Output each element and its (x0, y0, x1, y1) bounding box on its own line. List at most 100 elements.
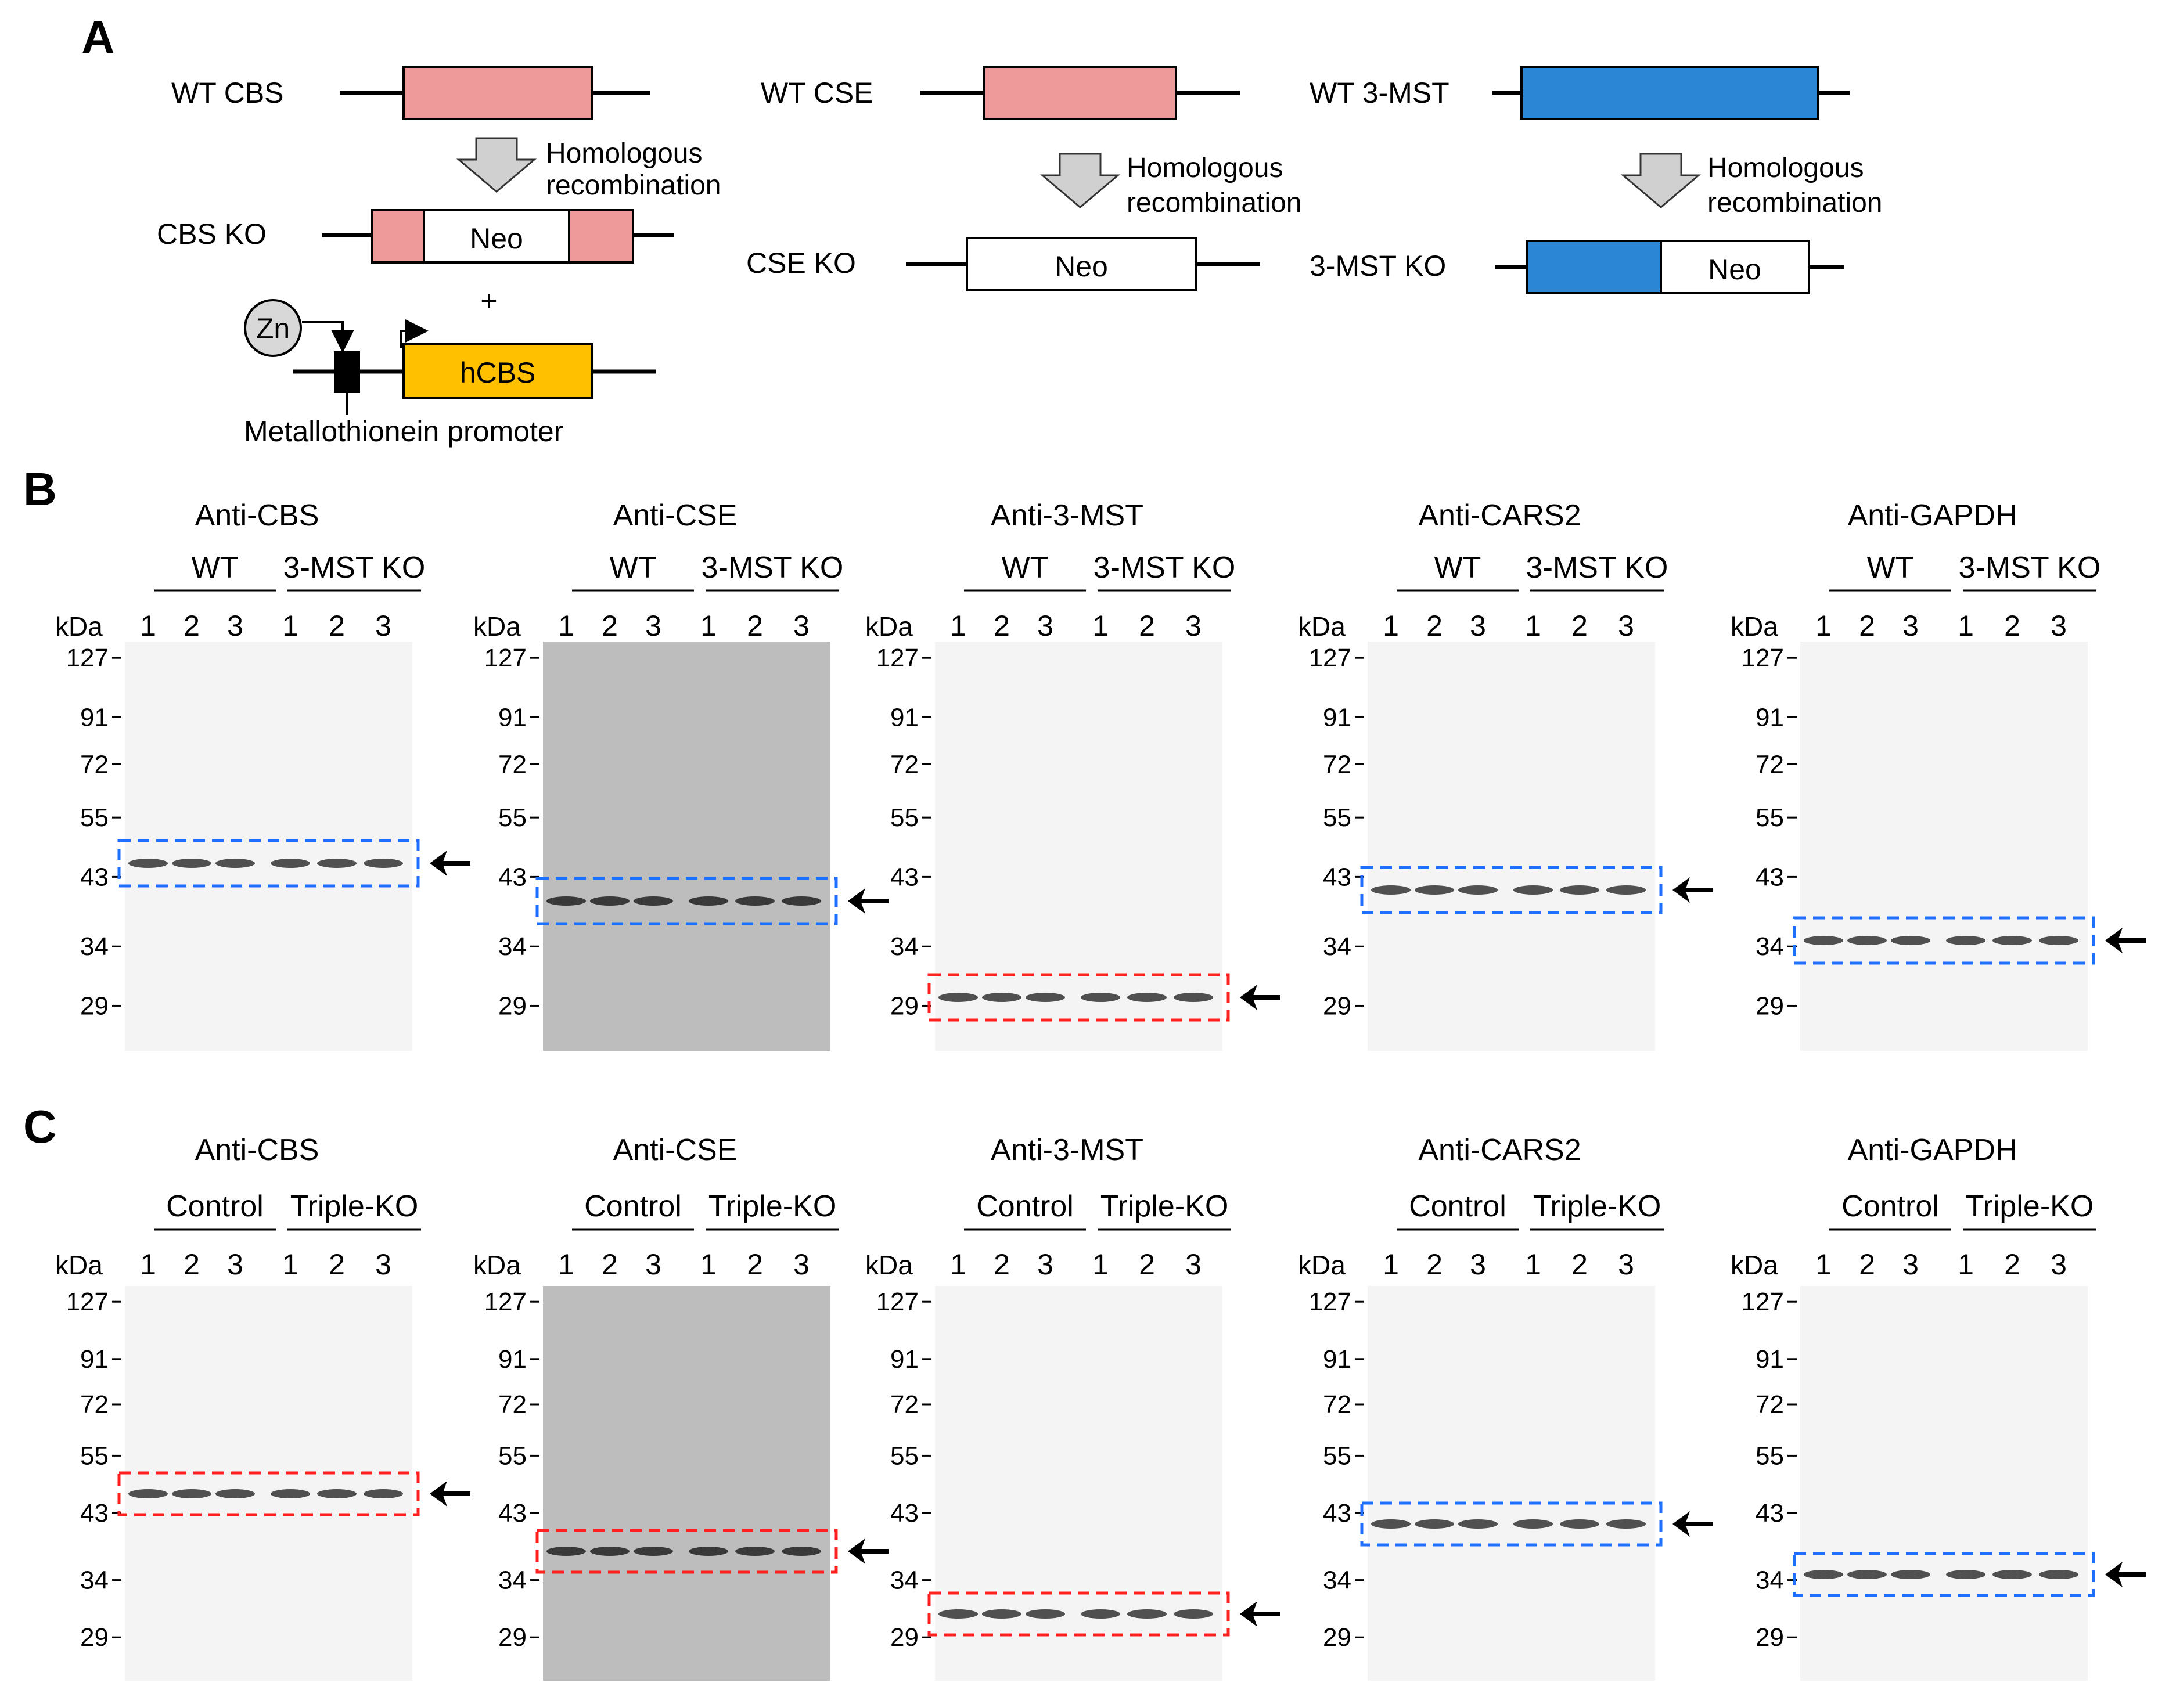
panel-b-blot-1-band (271, 859, 310, 868)
panel-c-blot-4-marker-label: 72 (1323, 1390, 1351, 1419)
panel-b-blot-5-band (2039, 936, 2078, 945)
panel-c-blot-5-lane-number: 3 (1902, 1248, 1919, 1281)
panel-c-blot-2-marker-label: 34 (498, 1566, 527, 1595)
panel-c-blot-3-band (1026, 1609, 1065, 1619)
panel-b-label: B (23, 463, 57, 515)
panel-b-blot-2-band (634, 896, 673, 906)
wt-cbs-exon (402, 66, 593, 120)
panel-c-blot-5-band (1891, 1570, 1930, 1579)
panel-b-blot-4-band-arrow-head (1672, 877, 1690, 903)
panel-c-blot-1-marker-label: 29 (80, 1623, 109, 1652)
panel-b-blot-5-band (1992, 936, 2032, 945)
panel-c-blot-5-band (2039, 1570, 2078, 1579)
panel-b-blot-1-marker-label: 43 (80, 863, 109, 891)
panel-b-blot-5-lane-number: 1 (1958, 610, 1974, 642)
panel-c-blot-5-lane-number: 2 (2004, 1248, 2020, 1281)
panel-c-blot-4-marker-label: 127 (1309, 1288, 1351, 1316)
panel-b-blot-4-lane-number: 1 (1383, 610, 1399, 642)
zn-circle (244, 299, 302, 357)
panel-b-blot-1-band (172, 859, 211, 868)
panel-c-blot-3-group-1: Control (976, 1190, 1074, 1223)
panel-b-blot-4-lane-number: 3 (1618, 610, 1634, 642)
panel-c-blot-3-band (1174, 1609, 1213, 1619)
panel-b-blot-5-kda-label: kDa (1731, 611, 1778, 642)
panel-c-blot-5-group-2: Triple-KO (1966, 1190, 2094, 1223)
panel-b-blot-5-band (1946, 936, 1985, 945)
wt-cbs-label: WT CBS (171, 77, 284, 109)
wt-3mst-exon (1520, 66, 1819, 120)
panel-c-blot-2-band (590, 1547, 630, 1556)
hcbs-text: hCBS (460, 356, 536, 389)
panel-c-blot-1-lane-number: 2 (184, 1248, 200, 1281)
panel-b-blot-2-lane-number: 2 (602, 610, 618, 642)
panel-b-blot-2-marker-label: 34 (498, 932, 527, 961)
panel-c-blot-2-band-arrow-head (848, 1538, 865, 1564)
cbs-ko-exon-left (371, 209, 425, 264)
panel-b-blot-2-band (735, 896, 775, 906)
panel-c-blot-4-marker-label: 29 (1323, 1623, 1351, 1652)
panel-b-blot-3-lane-number: 1 (1092, 610, 1109, 642)
panel-c-blot-5-kda-label: kDa (1731, 1250, 1778, 1280)
panel-c-blot-2-dashed-box (535, 1529, 838, 1574)
panel-c-blot-5-band (1946, 1570, 1985, 1579)
panel-b-blot-4-lane-number: 2 (1426, 610, 1443, 642)
panel-c-blot-5-marker-label: 34 (1756, 1566, 1784, 1595)
homologous-label-2: Homologous (1127, 153, 1283, 183)
panel-b-blot-4-marker-label: 34 (1323, 932, 1351, 961)
panel-c-blot-3-band (1127, 1609, 1167, 1619)
panel-b-blot-2-band (590, 896, 630, 906)
panel-c-blot-4-band (1371, 1519, 1411, 1529)
panel-c-blot-4-membrane (1368, 1286, 1655, 1681)
panel-b-blot-2-lane-number: 3 (645, 610, 661, 642)
panel-c-blot-1-lane-number: 1 (282, 1248, 298, 1281)
panel-c-blot-1-group-2: Triple-KO (290, 1190, 419, 1223)
panel-c-blot-3-group-2: Triple-KO (1100, 1190, 1229, 1223)
panel-b-blot-4-marker-label: 55 (1323, 803, 1351, 832)
panel-b-blot-3-lane-number: 3 (1185, 610, 1202, 642)
panel-c-blot-5-marker-label: 127 (1742, 1288, 1784, 1316)
recombination-label-3: recombination (1707, 188, 1883, 218)
panel-c-blot-2-band (546, 1547, 586, 1556)
panel-c-blot-2-lane-number: 2 (747, 1248, 763, 1281)
panel-b-blot-3-lane-number: 1 (950, 610, 966, 642)
panel-c-blot-5-band (1847, 1570, 1887, 1579)
panel-b-blot-3-band (1174, 993, 1213, 1002)
panel-b-blot-3-title: Anti-3-MST (991, 499, 1143, 532)
panel-c-blot-5-marker-label: 43 (1756, 1499, 1784, 1527)
panel-c-blot-1-kda-label: kDa (55, 1250, 103, 1280)
panel-c-blot-4-band-arrow-head (1672, 1511, 1690, 1537)
panel-c-blot-1-membrane (125, 1286, 412, 1681)
panel-c-blot-3-lane-number: 1 (950, 1248, 966, 1281)
panel-c-blot-2-marker-label: 43 (498, 1499, 527, 1527)
panel-c-blot-4-band (1458, 1519, 1498, 1529)
panel-b-blot-1-band (215, 859, 255, 868)
panel-c-blot-1-band (317, 1489, 357, 1498)
panel-b-blot-5-dashed-box (1793, 916, 2095, 965)
panel-b-blot-4-marker-label: 43 (1323, 863, 1351, 891)
panel-c-blot-5-title: Anti-GAPDH (1848, 1133, 2017, 1167)
panel-c-blot-3-marker-label: 55 (890, 1442, 919, 1470)
panel-b-blot-3-marker-label: 43 (890, 863, 919, 891)
panel-c-blot-2-kda-label: kDa (473, 1250, 521, 1280)
panel-c-blot-5-lane-number: 3 (2051, 1248, 2067, 1281)
panel-b-blot-2-band (689, 896, 728, 906)
panel-c-blot-5-marker-label: 72 (1756, 1390, 1784, 1419)
panel-a: A WT CBS Homologous recombination CBS KO… (81, 12, 1883, 448)
wt-cse-label: WT CSE (761, 77, 873, 109)
3mst-ko-neo-text: Neo (1708, 253, 1761, 286)
panel-b-blot-4-band (1415, 885, 1454, 895)
panel-b-blot-1-membrane (125, 642, 412, 1051)
panel-c-blot-4-lane-number: 1 (1525, 1248, 1541, 1281)
3mst-ko-label: 3-MST KO (1310, 250, 1446, 282)
panel-b-blot-2-group-2: 3-MST KO (702, 551, 844, 585)
panel-b-blot-1-marker-label: 34 (80, 932, 109, 961)
panel-c-blot-3-marker-label: 34 (890, 1566, 919, 1595)
panel-c-blot-1-marker-label: 72 (80, 1390, 109, 1419)
panel-b-blot-5-marker-label: 91 (1756, 703, 1784, 732)
panel-b-blot-3-band (1081, 993, 1120, 1002)
panel-b-blot-2-group-1: WT (610, 551, 657, 585)
panel-c-blot-4-group-2: Triple-KO (1533, 1190, 1661, 1223)
